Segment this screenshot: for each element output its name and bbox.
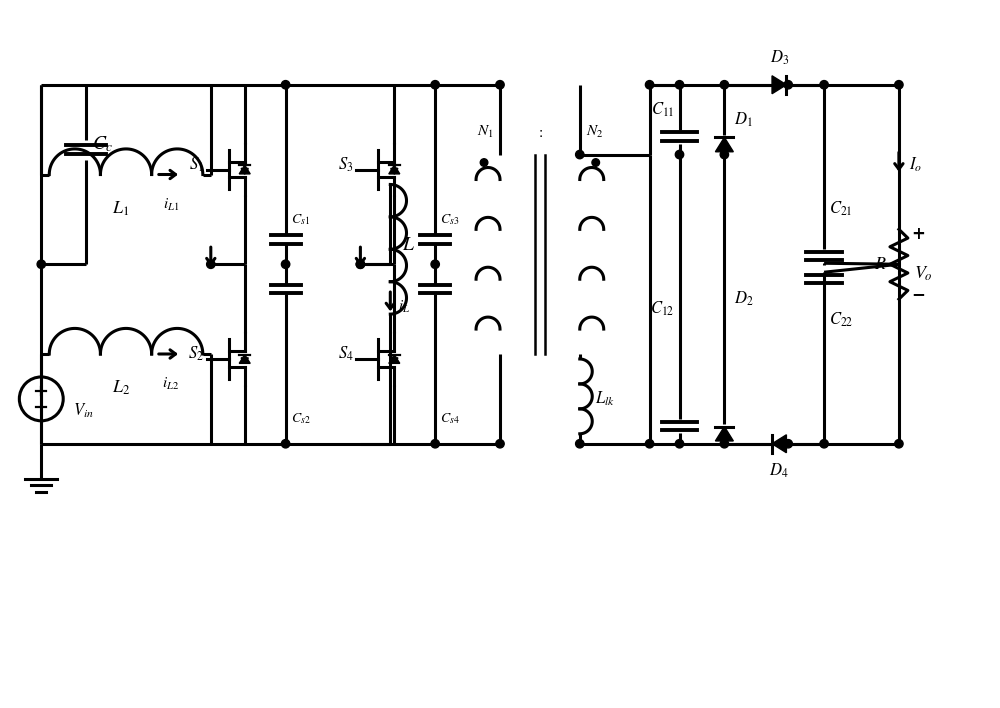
Text: $S_3$: $S_3$ xyxy=(338,155,353,173)
Circle shape xyxy=(496,440,504,448)
Text: $C_{12}$: $C_{12}$ xyxy=(650,300,675,319)
Text: $V_o$: $V_o$ xyxy=(914,265,933,283)
Circle shape xyxy=(281,81,290,89)
Text: $i_{L1}$: $i_{L1}$ xyxy=(163,196,179,212)
Text: $C_{s4}$: $C_{s4}$ xyxy=(440,411,460,426)
Text: $C_{22}$: $C_{22}$ xyxy=(829,311,854,329)
Circle shape xyxy=(784,81,792,89)
Circle shape xyxy=(356,260,365,268)
Circle shape xyxy=(281,440,290,448)
Text: +: + xyxy=(911,225,925,244)
Text: $D_1$: $D_1$ xyxy=(734,110,753,129)
Text: $I_o$: $I_o$ xyxy=(909,155,922,173)
Text: $S_4$: $S_4$ xyxy=(338,345,353,363)
Text: $N_2$: $N_2$ xyxy=(586,123,603,139)
Circle shape xyxy=(784,440,792,448)
Text: $L$: $L$ xyxy=(402,235,415,253)
Polygon shape xyxy=(715,137,733,152)
Text: $V_{in}$: $V_{in}$ xyxy=(73,401,94,420)
Text: $C_c$: $C_c$ xyxy=(92,135,113,154)
Polygon shape xyxy=(239,165,250,174)
Circle shape xyxy=(480,159,488,166)
Circle shape xyxy=(431,440,439,448)
Circle shape xyxy=(496,81,504,89)
Circle shape xyxy=(431,81,439,89)
Circle shape xyxy=(281,260,290,268)
Text: $N_1$: $N_1$ xyxy=(477,123,493,139)
Circle shape xyxy=(720,150,729,159)
Text: $C_{21}$: $C_{21}$ xyxy=(829,199,853,217)
Text: $C_{11}$: $C_{11}$ xyxy=(651,101,675,119)
Circle shape xyxy=(576,440,584,448)
Circle shape xyxy=(895,440,903,448)
Text: −: − xyxy=(911,285,925,303)
Circle shape xyxy=(675,440,684,448)
Circle shape xyxy=(592,159,600,166)
Text: $S_1$: $S_1$ xyxy=(189,155,204,173)
Text: $D_2$: $D_2$ xyxy=(734,290,754,309)
Text: $i_L$: $i_L$ xyxy=(398,299,410,315)
Circle shape xyxy=(675,150,684,159)
Circle shape xyxy=(820,81,828,89)
Text: $i_{L2}$: $i_{L2}$ xyxy=(162,376,180,392)
Polygon shape xyxy=(772,435,786,452)
Circle shape xyxy=(645,81,654,89)
Text: $D_4$: $D_4$ xyxy=(769,462,789,480)
Polygon shape xyxy=(389,165,400,174)
Text: $:$: $:$ xyxy=(536,125,543,139)
Text: $C_{s2}$: $C_{s2}$ xyxy=(291,411,310,426)
Circle shape xyxy=(356,260,365,268)
Circle shape xyxy=(720,81,729,89)
Text: $C_{s3}$: $C_{s3}$ xyxy=(440,212,459,227)
Circle shape xyxy=(895,81,903,89)
Circle shape xyxy=(207,260,215,268)
Circle shape xyxy=(645,440,654,448)
Circle shape xyxy=(820,440,828,448)
Polygon shape xyxy=(389,355,400,363)
Text: $L_2$: $L_2$ xyxy=(112,379,130,397)
Polygon shape xyxy=(239,355,250,363)
Text: $R$: $R$ xyxy=(874,256,887,273)
Text: $L_1$: $L_1$ xyxy=(112,200,130,218)
Circle shape xyxy=(576,150,584,159)
Text: $L_{lk}$: $L_{lk}$ xyxy=(595,389,615,408)
Text: $C_{s1}$: $C_{s1}$ xyxy=(291,212,310,227)
Circle shape xyxy=(675,81,684,89)
Text: $S_2$: $S_2$ xyxy=(188,345,204,363)
Polygon shape xyxy=(772,76,786,93)
Text: $D_3$: $D_3$ xyxy=(770,48,789,67)
Polygon shape xyxy=(715,427,733,441)
Circle shape xyxy=(431,260,439,268)
Circle shape xyxy=(37,260,45,268)
Circle shape xyxy=(720,440,729,448)
